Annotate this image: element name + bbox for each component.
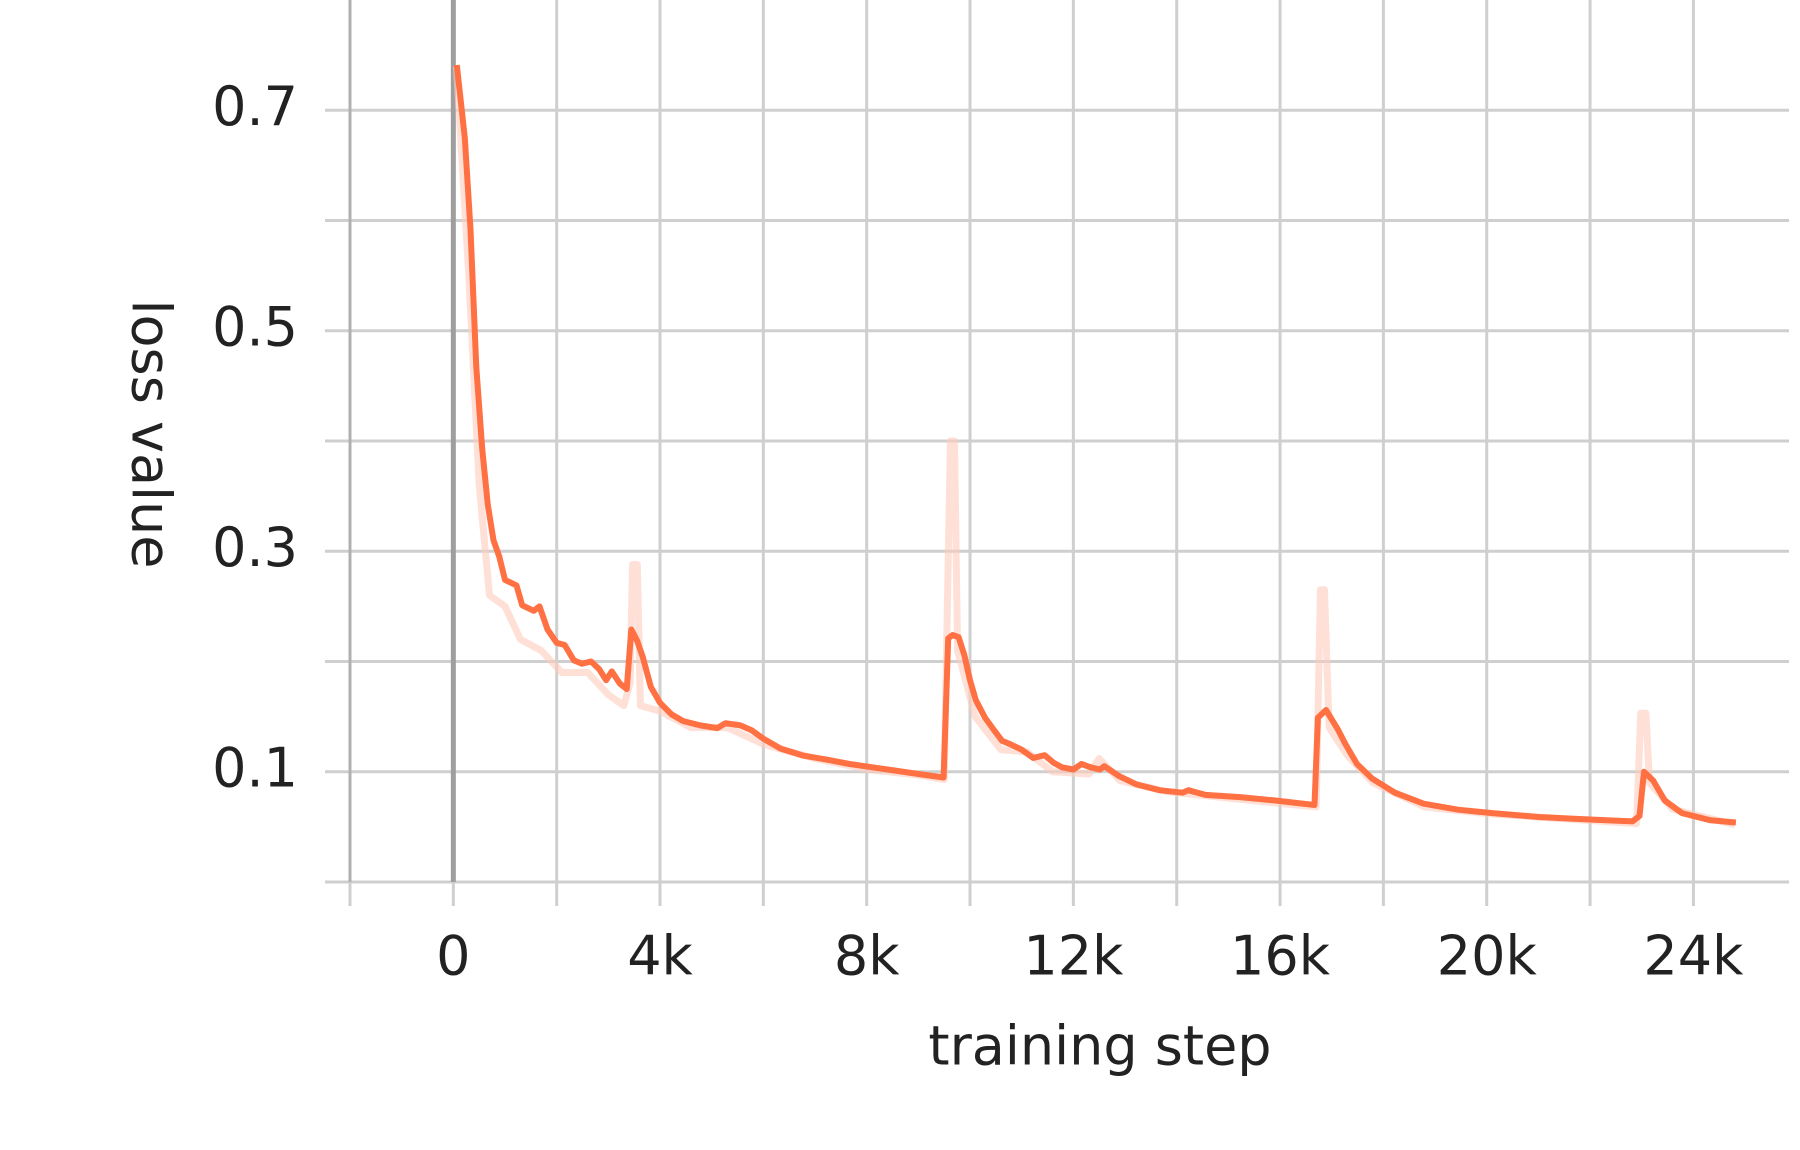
x-tick-label: 0 (436, 925, 470, 988)
loss-line (453, 64, 1737, 826)
loss-line (452, 65, 1736, 829)
x-axis-label: training step (928, 1015, 1271, 1078)
y-axis-label: loss value (119, 300, 182, 569)
y-tick-label: 0.7 (212, 75, 298, 138)
x-tick-label: 20k (1437, 925, 1538, 988)
y-tick-label: 0.3 (212, 516, 298, 579)
y-tick-label: 0.1 (212, 736, 298, 799)
y-tick-label: 0.5 (212, 295, 298, 358)
x-tick-label: 24k (1643, 925, 1744, 988)
x-tick-label: 8k (834, 925, 900, 988)
x-tick-label: 12k (1023, 925, 1124, 988)
x-tick-label: 16k (1230, 925, 1331, 988)
x-tick-label: 4k (627, 925, 693, 988)
